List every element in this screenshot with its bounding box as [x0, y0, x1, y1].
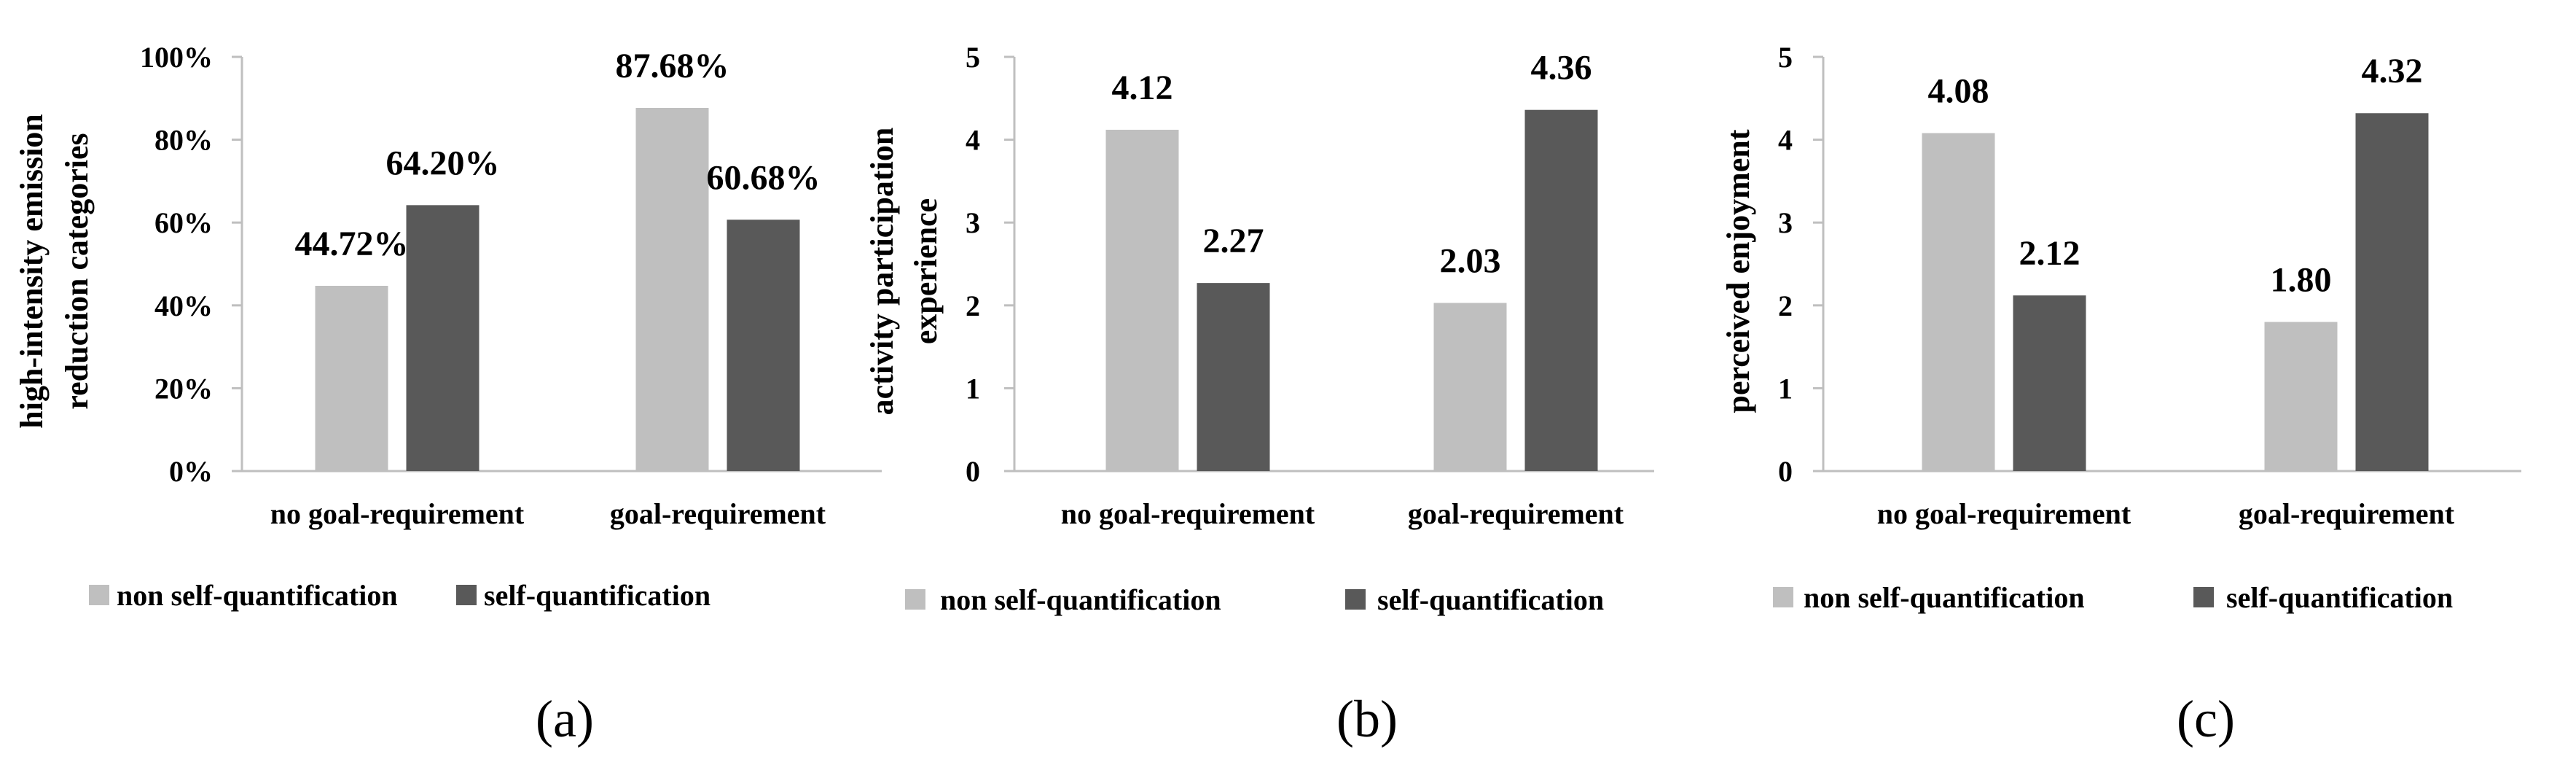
- data-label: 4.36: [1531, 49, 1592, 88]
- legend-label: non self-quantification: [117, 579, 398, 612]
- legend-label: self-quantification: [2226, 581, 2453, 614]
- legend-swatch: [1773, 587, 1793, 607]
- bar-non-self-quantification: [1105, 129, 1179, 471]
- y-tick-label: 1: [1778, 372, 1793, 405]
- legend-label: self-quantification: [484, 579, 710, 612]
- y-axis-title: experience: [908, 198, 944, 344]
- legend-label: non self-quantification: [1804, 581, 2085, 614]
- data-label: 44.72%: [295, 225, 409, 263]
- y-tick-label: 5: [966, 41, 980, 74]
- bar-self-quantification: [2355, 113, 2429, 472]
- panel-label: (a): [536, 690, 594, 748]
- x-category-label: goal-requirement: [1408, 497, 1624, 530]
- y-tick-label: 100%: [140, 41, 213, 74]
- bar-self-quantification: [1197, 283, 1270, 471]
- y-axis-title: perceived enjoyment: [1720, 129, 1756, 413]
- y-tick-label: 0: [966, 455, 980, 488]
- chart-panel-2: 0 1 2 3 4 5 activity participation experience 4.…: [864, 41, 1654, 748]
- bar-non-self-quantification: [1922, 133, 1995, 471]
- data-label: 2.12: [2019, 234, 2080, 273]
- data-label: 4.08: [1928, 72, 1989, 111]
- x-category-label: goal-requirement: [2239, 497, 2455, 530]
- bar-self-quantification: [1524, 109, 1598, 472]
- x-category-label: no goal-requirement: [1877, 497, 2131, 530]
- y-tick-label: 2: [1778, 289, 1793, 322]
- legend-swatch: [1345, 589, 1366, 610]
- chart-panel-1: 0% 20% 40% 60% 80% 100% high-intensity emissio…: [14, 41, 882, 748]
- bar-self-quantification: [406, 205, 479, 471]
- data-label: 87.68%: [616, 47, 729, 85]
- y-tick-label: 80%: [154, 124, 213, 157]
- y-tick-label: 2: [966, 289, 980, 322]
- bar-non-self-quantification: [1433, 303, 1507, 471]
- legend-label: self-quantification: [1377, 583, 1604, 616]
- chart-panel-3: 0 1 2 3 4 5 perceived enjoyment 4.08 1.80 2.12 4.3…: [1720, 41, 2521, 748]
- legend-swatch: [905, 589, 925, 610]
- y-tick-label: 4: [966, 124, 980, 157]
- data-label: 2.03: [1440, 241, 1501, 280]
- bar-self-quantification: [2013, 295, 2086, 471]
- y-tick-label: 0: [1778, 455, 1793, 488]
- x-category-label: goal-requirement: [610, 497, 826, 530]
- bar-non-self-quantification: [315, 285, 388, 471]
- legend-swatch: [2193, 587, 2214, 607]
- data-label: 2.27: [1203, 222, 1264, 260]
- data-label: 1.80: [2271, 261, 2332, 300]
- x-category-label: no goal-requirement: [1061, 497, 1315, 530]
- y-tick-label: 0%: [169, 455, 213, 488]
- y-axis-title: reduction categories: [59, 133, 95, 409]
- y-tick-label: 3: [1778, 206, 1793, 239]
- bar-non-self-quantification: [635, 107, 709, 471]
- y-axis-title: activity participation: [864, 128, 900, 416]
- legend-swatch: [456, 585, 477, 605]
- data-label: 60.68%: [707, 158, 821, 197]
- y-tick-label: 20%: [154, 372, 213, 405]
- x-category-label: no goal-requirement: [270, 497, 525, 530]
- y-tick-label: 1: [966, 372, 980, 405]
- y-tick-label: 3: [966, 206, 980, 239]
- y-tick-label: 4: [1778, 124, 1793, 157]
- y-axis-title: high-intensity emission: [14, 114, 50, 429]
- panel-label: (c): [2177, 690, 2235, 748]
- bar-non-self-quantification: [2264, 322, 2338, 471]
- y-tick-label: 5: [1778, 41, 1793, 74]
- data-label: 64.20%: [386, 144, 500, 182]
- bar-self-quantification: [727, 219, 800, 471]
- data-label: 4.32: [2362, 52, 2423, 90]
- data-label: 4.12: [1112, 69, 1173, 107]
- panel-label: (b): [1336, 690, 1398, 748]
- y-tick-label: 40%: [154, 289, 213, 322]
- y-tick-label: 60%: [154, 206, 213, 239]
- legend-label: non self-quantification: [940, 583, 1221, 616]
- legend-swatch: [89, 585, 109, 605]
